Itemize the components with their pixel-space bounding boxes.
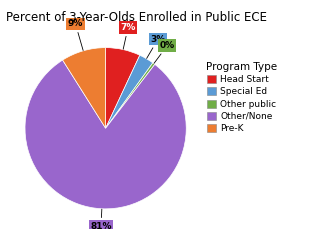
Wedge shape xyxy=(106,48,140,128)
Text: 9%: 9% xyxy=(68,19,83,50)
Wedge shape xyxy=(106,63,155,128)
Text: Percent of 3-Year-Olds Enrolled in Public ECE: Percent of 3-Year-Olds Enrolled in Publi… xyxy=(6,11,267,25)
Text: 81%: 81% xyxy=(90,209,112,229)
Text: 0%: 0% xyxy=(154,41,175,63)
Text: 7%: 7% xyxy=(120,23,136,49)
Legend: Head Start, Special Ed, Other public, Other/None, Pre-K: Head Start, Special Ed, Other public, Ot… xyxy=(206,62,277,133)
Text: 3%: 3% xyxy=(147,35,165,58)
Wedge shape xyxy=(25,60,186,209)
Wedge shape xyxy=(106,55,153,128)
Wedge shape xyxy=(63,48,106,128)
